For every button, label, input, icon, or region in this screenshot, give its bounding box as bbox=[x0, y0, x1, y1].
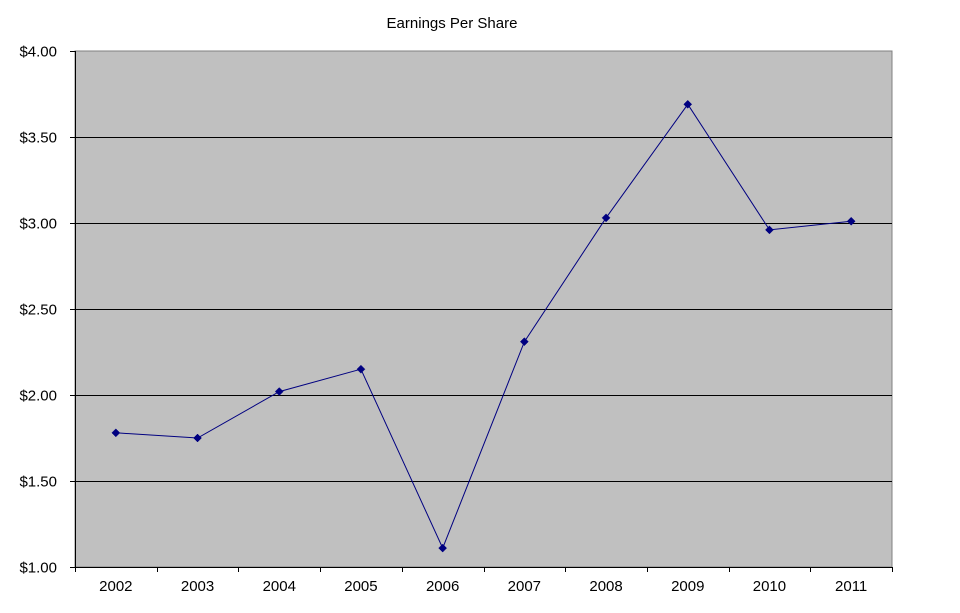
y-tick-label: $2.50 bbox=[19, 302, 57, 319]
x-tick-label: 2002 bbox=[99, 578, 132, 595]
data-point-diamond-marker bbox=[601, 213, 611, 223]
x-tick-label: 2004 bbox=[263, 578, 296, 595]
chart-title: Earnings Per Share bbox=[387, 15, 518, 32]
data-point-diamond-marker bbox=[438, 543, 448, 553]
x-tick-label: 2006 bbox=[426, 578, 459, 595]
y-tick-label: $3.50 bbox=[19, 130, 57, 147]
x-tick-label: 2007 bbox=[508, 578, 541, 595]
data-point-diamond-marker bbox=[274, 387, 284, 396]
data-point-diamond-marker bbox=[846, 216, 856, 226]
x-tick-label: 2003 bbox=[181, 578, 214, 595]
data-series bbox=[111, 99, 856, 553]
y-tick-label: $1.00 bbox=[19, 560, 57, 577]
series-line bbox=[115, 103, 852, 550]
x-tick-label: 2008 bbox=[589, 578, 622, 595]
data-point-diamond-marker bbox=[356, 364, 366, 374]
x-axis: 2002 2003 2004 2005 2006 2007 2008 2009 2010 2011 bbox=[75, 567, 893, 595]
data-point-diamond-marker bbox=[193, 433, 202, 443]
y-axis: $1.00 $1.50 $2.00 $2.50 $3.00 $3.50 $4.00 bbox=[19, 44, 76, 577]
x-tick-label: 2011 bbox=[835, 578, 867, 595]
data-point-diamond-marker bbox=[765, 225, 774, 235]
y-tick-label: $2.00 bbox=[19, 388, 57, 405]
y-tick-label: $3.00 bbox=[19, 216, 57, 233]
x-tick-label: 2009 bbox=[671, 578, 704, 595]
data-point-diamond-marker bbox=[519, 337, 529, 347]
data-point-diamond-marker bbox=[111, 428, 121, 438]
x-tick-label: 2010 bbox=[753, 578, 786, 595]
gridlines bbox=[75, 137, 892, 482]
y-tick-label: $1.50 bbox=[19, 474, 57, 491]
data-point-diamond-marker bbox=[683, 99, 693, 109]
y-tick-label: $4.00 bbox=[19, 44, 57, 61]
x-tick-label: 2005 bbox=[344, 578, 377, 595]
